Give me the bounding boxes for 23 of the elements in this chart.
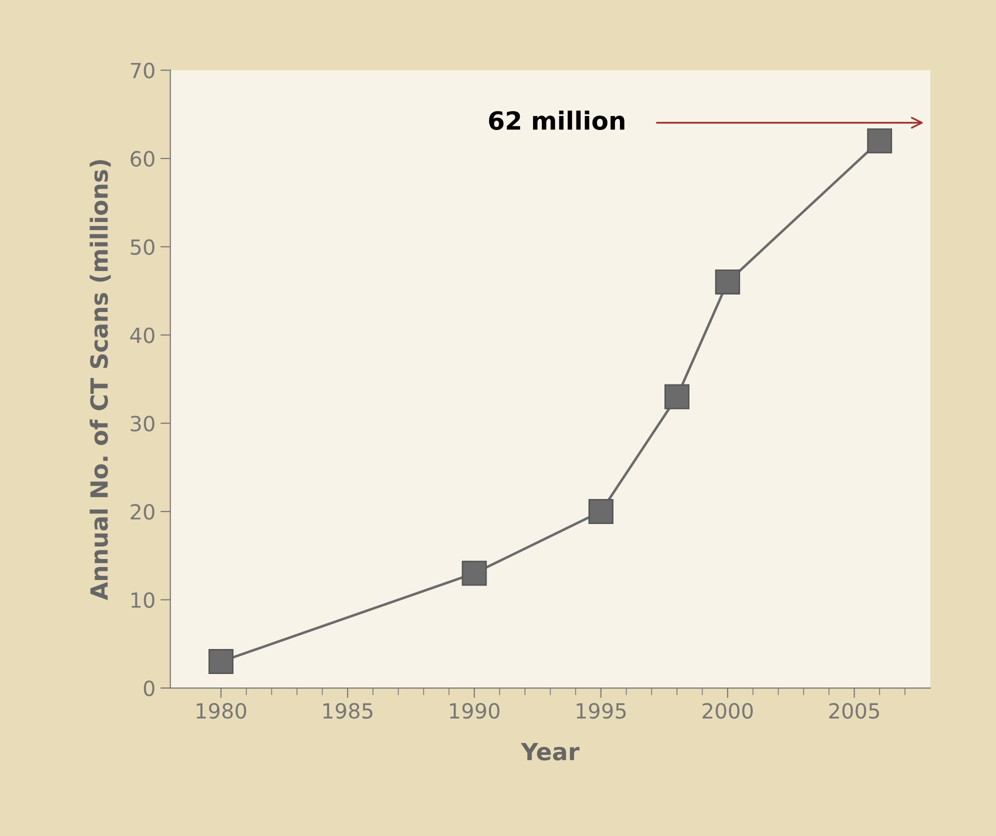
point bbox=[664, 384, 690, 410]
x-tick-label: 2000 bbox=[702, 702, 753, 719]
point bbox=[867, 128, 892, 154]
x-tick-label: 1995 bbox=[576, 702, 626, 719]
x-tick-label: 1980 bbox=[196, 702, 246, 719]
y-tick-label: 0 bbox=[144, 680, 154, 696]
point bbox=[588, 499, 614, 524]
y-tick-label: 50 bbox=[130, 239, 154, 255]
x-tick-label: 1990 bbox=[450, 702, 500, 719]
annotation: 62 million bbox=[489, 110, 624, 130]
y-tick-label: 30 bbox=[130, 416, 154, 432]
x-tick-label: 1985 bbox=[323, 702, 372, 719]
y-tick-label: 40 bbox=[130, 327, 154, 344]
point bbox=[208, 649, 234, 674]
point bbox=[462, 560, 487, 586]
x-tick-label: 2005 bbox=[829, 702, 879, 719]
x-axis-title: Year bbox=[520, 742, 580, 760]
y-tick-label: 60 bbox=[130, 150, 154, 167]
y-tick-label: 10 bbox=[132, 592, 154, 608]
y-tick-label: 20 bbox=[130, 504, 154, 520]
y-tick-label: 70 bbox=[130, 62, 154, 78]
point bbox=[715, 270, 740, 295]
y-axis-title: Annual No. of CT Scans (millions) bbox=[90, 160, 111, 600]
